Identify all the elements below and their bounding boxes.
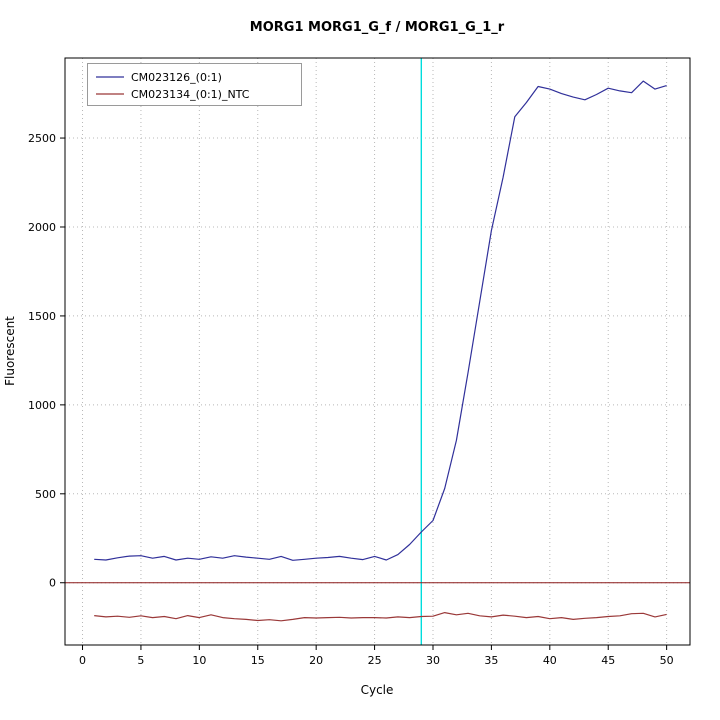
y-tick-label: 1500 (28, 310, 56, 323)
legend-box (87, 63, 302, 106)
x-tick-label: 45 (601, 654, 615, 667)
plot-border (64, 57, 691, 646)
legend-label-series2: CM023134_(0:1)_NTC (131, 88, 250, 101)
y-tick-label: 1000 (28, 399, 56, 412)
y-tick-label: 2000 (28, 221, 56, 234)
x-tick-label: 10 (192, 654, 206, 667)
x-tick-label: 40 (543, 654, 557, 667)
legend: CM023126_(0:1) CM023134_(0:1)_NTC (87, 63, 302, 106)
chart-title: MORG1 MORG1_G_f / MORG1_G_1_r (250, 20, 505, 35)
x-tick-label: 50 (660, 654, 674, 667)
x-tick-label: 5 (137, 654, 144, 667)
y-tick-label: 2500 (28, 132, 56, 145)
series-line-0 (94, 80, 667, 561)
legend-label-series1: CM023126_(0:1) (131, 71, 222, 84)
x-tick-label: 25 (368, 654, 382, 667)
series-layer (94, 80, 667, 622)
x-tick-label: 35 (484, 654, 498, 667)
x-tick-label: 30 (426, 654, 440, 667)
x-tick-label: 20 (309, 654, 323, 667)
y-tick-label: 500 (35, 488, 56, 501)
y-tick-label: 0 (49, 577, 56, 590)
series-line-1 (94, 611, 667, 622)
x-tick-label: 15 (251, 654, 265, 667)
x-axis-label: Cycle (361, 683, 394, 697)
y-axis-label: Fluorescent (3, 316, 17, 386)
reference-lines-layer (65, 58, 690, 645)
x-tick-label: 0 (79, 654, 86, 667)
